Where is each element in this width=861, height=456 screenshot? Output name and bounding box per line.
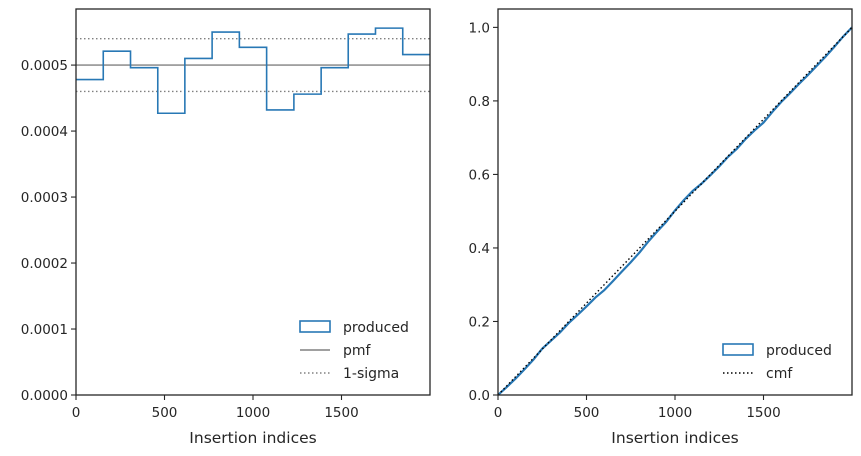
- y-tick-label: 0.0003: [21, 190, 68, 206]
- x-tick-label: 500: [574, 405, 600, 421]
- x-tick-label: 1500: [746, 405, 780, 421]
- cumulative-marks: [497, 26, 853, 396]
- y-tick-label: 0.8: [469, 94, 490, 110]
- y-tick-label: 0.4: [469, 241, 490, 257]
- y-tick-label: 0.6: [469, 167, 490, 183]
- histogram-x-axis-label: Insertion indices: [189, 429, 316, 447]
- histogram-axes-frame: [75, 8, 431, 396]
- x-tick-label: 1000: [658, 405, 692, 421]
- y-tick-label: 0.0002: [21, 256, 68, 272]
- x-tick-label: 1000: [236, 405, 270, 421]
- y-tick-label: 0.0005: [21, 58, 68, 74]
- cumulative-legend: produced cmf: [722, 343, 832, 382]
- legend-label-produced: produced: [766, 343, 832, 359]
- legend-label-pmf: pmf: [343, 343, 372, 359]
- cumulative-panel: 0 500 1000 1500 0.0 0.2 0.4 0.6 0.8 1.0 Insertion…: [469, 8, 853, 447]
- histogram-panel: 0 500 1000 1500 0.0000 0.0001 0.0002 0.0003 0.00…: [21, 8, 431, 447]
- legend-label-produced: produced: [343, 320, 409, 336]
- histogram-legend: produced pmf 1-sigma: [299, 320, 409, 382]
- y-tick-label: 0.2: [469, 314, 490, 330]
- histogram-marks: [76, 27, 430, 115]
- legend-swatch-produced: [299, 320, 331, 333]
- legend-swatch-produced: [722, 343, 754, 356]
- x-tick-label: 1500: [324, 405, 358, 421]
- cumulative-x-axis-label: Insertion indices: [611, 429, 738, 447]
- cmf-line: [497, 26, 853, 396]
- x-tick-label: 0: [72, 405, 81, 421]
- legend-label-cmf: cmf: [766, 366, 793, 382]
- cumulative-axes-frame: [497, 8, 853, 396]
- y-tick-label: 0.0001: [21, 322, 68, 338]
- produced-cumulative-line: [497, 26, 853, 396]
- y-tick-label: 0.0: [469, 388, 490, 404]
- produced-step-series: [76, 27, 430, 115]
- y-tick-label: 0.0000: [21, 388, 68, 404]
- y-tick-label: 1.0: [469, 20, 490, 36]
- histogram-ticks: 0 500 1000 1500 0.0000 0.0001 0.0002 0.0003 0.00…: [21, 58, 359, 421]
- x-tick-label: 0: [494, 405, 503, 421]
- y-tick-label: 0.0004: [21, 124, 68, 140]
- x-tick-label: 500: [152, 405, 178, 421]
- cumulative-ticks: 0 500 1000 1500 0.0 0.2 0.4 0.6 0.8 1.0: [469, 20, 781, 421]
- legend-label-sigma: 1-sigma: [343, 366, 399, 382]
